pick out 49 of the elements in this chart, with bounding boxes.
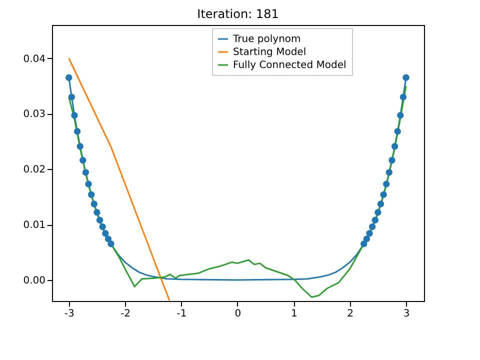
point	[377, 200, 384, 208]
point	[388, 156, 396, 164]
y-tick-label: 0.01	[23, 220, 46, 232]
point	[391, 143, 398, 150]
y-tick-label: 0.00	[23, 275, 46, 286]
point	[102, 230, 109, 237]
point	[363, 236, 370, 242]
point	[104, 236, 112, 242]
point	[90, 200, 98, 208]
point	[71, 112, 78, 119]
point	[66, 74, 72, 81]
x-tick-label: -1	[176, 308, 187, 320]
point	[380, 191, 387, 198]
point	[366, 230, 373, 237]
point	[386, 169, 393, 176]
point	[394, 128, 401, 135]
point	[74, 128, 81, 135]
y-tick-label: 0.02	[23, 164, 46, 176]
point	[400, 94, 407, 100]
point	[360, 240, 368, 248]
point	[68, 94, 76, 100]
point	[108, 240, 114, 248]
x-tick-label: 3	[403, 308, 410, 320]
y-tick-label: 0.03	[23, 109, 46, 120]
point	[76, 143, 84, 150]
line-series	[68, 58, 170, 301]
point	[402, 74, 410, 81]
point	[88, 191, 95, 198]
point	[374, 208, 382, 216]
point	[382, 180, 390, 188]
chart-title: Iteration: 181	[197, 7, 279, 21]
point	[94, 208, 100, 216]
x-tick-label: -2	[120, 308, 131, 320]
point	[99, 223, 106, 230]
legend-label: True polynom	[232, 34, 301, 45]
x-tick-label: 1	[290, 308, 298, 320]
point	[85, 180, 92, 188]
point	[82, 169, 90, 176]
y-tick-label: 0.04	[23, 54, 46, 65]
point	[96, 216, 104, 224]
point	[397, 112, 404, 119]
x-tick-label: 0	[234, 308, 242, 320]
legend-label: Fully Connected Model	[233, 60, 346, 71]
point	[368, 223, 376, 230]
point	[372, 216, 378, 224]
legend-label: Starting Model	[233, 47, 306, 58]
x-tick-label: 2	[347, 308, 354, 320]
point	[80, 156, 86, 164]
x-tick-label: -3	[64, 308, 74, 320]
